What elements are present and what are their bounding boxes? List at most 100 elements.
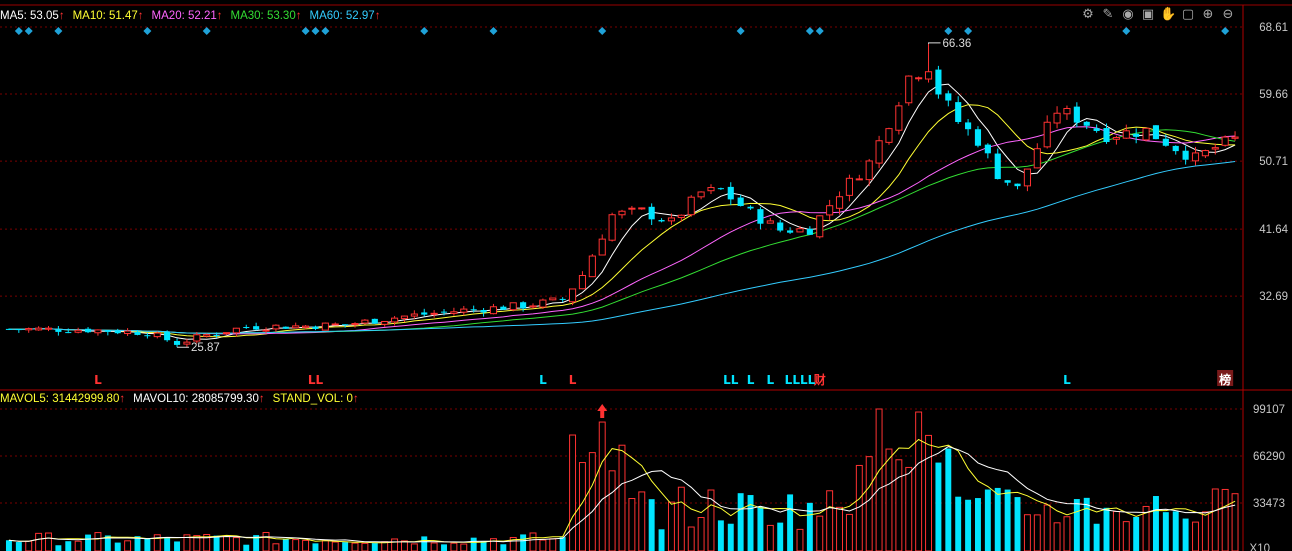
candle-down (727, 186, 734, 200)
volume-bar-up (153, 534, 161, 551)
volume-bar-up (1221, 488, 1229, 551)
candle-down (1162, 138, 1169, 146)
pen-icon[interactable]: ✎ (1102, 7, 1114, 22)
candle-up (410, 313, 418, 317)
volume-bar-down (1162, 512, 1169, 551)
candle-down (312, 326, 319, 329)
price-tick-label: 59.66 (1259, 89, 1288, 101)
volume-bar-up (361, 542, 369, 551)
volume-bar-down (1103, 507, 1110, 551)
candle-up (578, 274, 587, 290)
candle-up (766, 220, 774, 224)
volume-bar-down (1014, 497, 1021, 551)
volume-bar-up (677, 486, 685, 551)
candle-up (124, 330, 132, 335)
eye-icon[interactable]: ◉ (1122, 7, 1134, 22)
volume-bar-down (1073, 499, 1080, 551)
volume-bars (5, 404, 1239, 551)
volume-bar-down (945, 448, 952, 551)
candle-up (885, 128, 893, 143)
chart-toolbar: ⚙ ✎ ◉ ▣ ✋ ▢ ⊕ ⊖ (1080, 7, 1236, 23)
volume-legend: MAVOL5: 31442999.80↑ MAVOL10: 28085799.30… (0, 393, 359, 405)
candle-up (835, 196, 844, 209)
event-diamonds[interactable] (14, 27, 1230, 35)
zoom-in-icon[interactable]: ⊕ (1202, 7, 1214, 22)
legend-up-arrow: ↑ (59, 10, 65, 22)
volume-bar-down (717, 520, 724, 551)
volume-bar-down (480, 541, 487, 551)
candle-down (945, 93, 952, 101)
candle-down (974, 129, 982, 146)
volume-bar-up (796, 528, 804, 551)
event-diamond (14, 27, 23, 35)
candle-up (460, 308, 468, 313)
volume-bar-up (578, 462, 586, 551)
candle-down (1172, 145, 1179, 152)
volume-bar-up (35, 532, 43, 551)
volume-bar-up (618, 444, 626, 551)
window-icon[interactable]: ▢ (1181, 7, 1195, 22)
candle-down (737, 197, 744, 206)
volume-bar-up (826, 490, 834, 551)
volume-bar-up (895, 459, 903, 551)
event-diamond (311, 27, 320, 35)
candle-down (173, 340, 181, 345)
candle-down (787, 230, 794, 233)
candle-down (1073, 106, 1080, 123)
volume-bar-up (608, 470, 616, 551)
candle-down (144, 335, 151, 337)
candle-up (549, 297, 557, 301)
candle-up (203, 334, 211, 337)
volume-bar-up (588, 452, 596, 551)
legend-up-arrow: ↑ (353, 393, 359, 405)
candle-down (520, 302, 527, 309)
volume-bar-up (925, 434, 932, 551)
candle-up (1142, 127, 1150, 141)
signal-marker: L (539, 373, 547, 387)
candle-up (1112, 137, 1120, 140)
volume-bar-down (470, 537, 477, 551)
candle-up (895, 105, 903, 131)
candle-up (1191, 152, 1200, 162)
legend-entry: MA10: 51.47 (73, 10, 138, 22)
zoom-out-icon[interactable]: ⊖ (1222, 7, 1234, 22)
volume-bar-down (787, 494, 794, 551)
hand-icon[interactable]: ✋ (1160, 7, 1177, 22)
signal-marker: L (1063, 373, 1071, 387)
volume-bar-down (965, 499, 972, 551)
candle-up (430, 312, 438, 315)
candle-down (5, 328, 13, 330)
price-tick-label: 50.71 (1259, 156, 1288, 168)
volume-bar-down (213, 535, 220, 551)
candle-down (1014, 183, 1021, 187)
volume-bar-down (85, 534, 92, 551)
volume-bar-down (777, 522, 784, 551)
volume-bar-up (321, 540, 329, 551)
candle-down (994, 153, 1001, 180)
price-annotations: 66.36 25.87 (177, 38, 971, 354)
volume-bar-down (935, 462, 942, 551)
event-diamond (321, 27, 330, 35)
volume-bar-up (1033, 514, 1041, 551)
legend-entry: MAVOL10: 28085799.30 (133, 393, 259, 405)
candle-up (489, 306, 498, 315)
volume-bar-up (1063, 516, 1071, 551)
volume-bar-down (1093, 523, 1100, 551)
candle-up (687, 196, 695, 216)
volume-bar-up (1053, 522, 1061, 551)
briefcase-icon[interactable]: ▣ (1141, 7, 1155, 22)
price-tick-label: 68.61 (1259, 22, 1288, 34)
candle-down (114, 330, 121, 334)
settings-icon[interactable]: ⚙ (1082, 7, 1094, 22)
high-price-label: 66.36 (943, 38, 972, 50)
volume-bar-up (845, 513, 853, 551)
candle-up (677, 214, 685, 219)
volume-bar-down (500, 544, 507, 551)
volume-bar-down (15, 542, 22, 551)
candle-down (1093, 128, 1100, 131)
volume-bar-up (262, 531, 270, 551)
candle-up (25, 328, 33, 331)
